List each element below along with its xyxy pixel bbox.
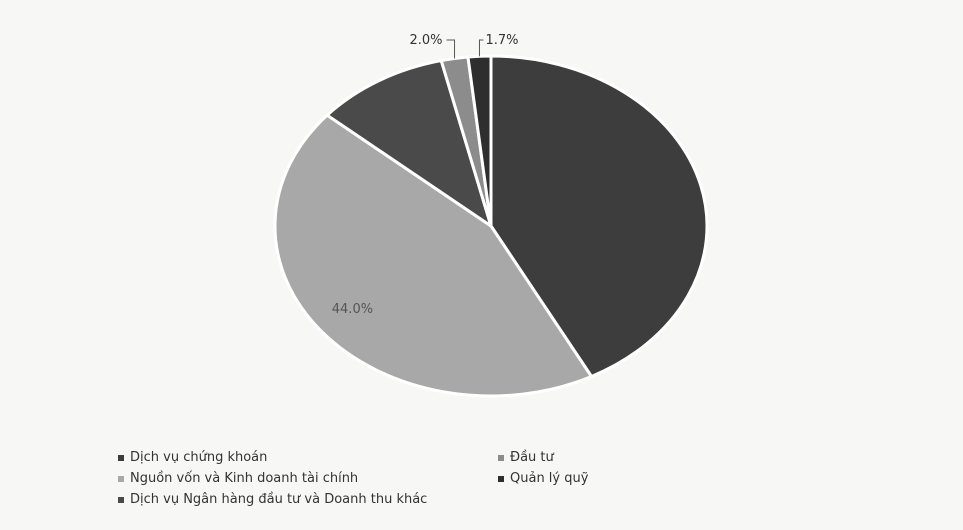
legend-swatch <box>498 475 504 482</box>
legend-label: Dịch vụ Ngân hàng đầu tư và Doanh thu kh… <box>130 492 428 507</box>
leader-line-3 <box>446 39 456 59</box>
legend-swatch <box>118 454 124 461</box>
legend-label: Đầu tư <box>510 450 554 465</box>
legend-item-2: Dịch vụ Ngân hàng đầu tư và Doanh thu kh… <box>118 492 498 507</box>
legend-swatch <box>118 496 124 503</box>
pie-slice-4 <box>466 54 493 227</box>
pie-labels: 44.0% 2.0% 1.7% <box>332 33 519 317</box>
pie-slice-1 <box>273 113 594 398</box>
legend-item-0: Dịch vụ chứng khoán <box>118 450 498 465</box>
legend-item-3: Đầu tư <box>498 450 678 465</box>
legend-item-4: Quản lý quỹ <box>498 471 678 486</box>
pie-slice-0 <box>489 54 709 379</box>
pie-slice-2 <box>324 58 494 230</box>
legend-label: Nguồn vốn và Kinh doanh tài chính <box>130 471 359 486</box>
chart-legend: Dịch vụ chứng khoán Đầu tư Nguồn vốn và Ki… <box>118 450 638 507</box>
legend-label: Dịch vụ chứng khoán <box>130 450 268 465</box>
legend-swatch <box>118 475 124 482</box>
legend-label: Quản lý quỹ <box>510 471 589 486</box>
slice-value-label-1: 44.0% <box>332 302 373 317</box>
leader-line-4 <box>478 39 484 57</box>
pie-slices <box>273 54 709 398</box>
slice-value-label-3: 2.0% <box>410 33 443 48</box>
legend-item-1: Nguồn vốn và Kinh doanh tài chính <box>118 471 498 486</box>
legend-swatch <box>498 454 504 461</box>
slice-value-label-4: 1.7% <box>485 33 518 48</box>
